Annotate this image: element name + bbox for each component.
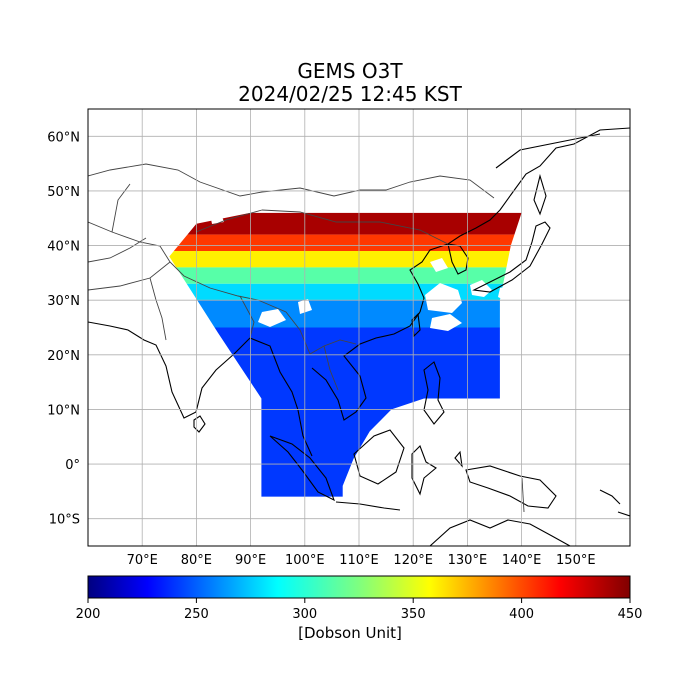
ozone-band-3 — [169, 267, 522, 284]
lat-tick-label: 50°N — [47, 185, 80, 200]
lon-tick-labels: 70°E 80°E 90°E 100°E 110°E 120°E 130°E 140°E 150… — [127, 553, 596, 568]
lon-tick-label: 90°E — [235, 553, 266, 568]
lat-tick-label: 10°N — [47, 403, 80, 418]
missing-data-gaps — [210, 211, 520, 331]
lon-tick-label: 140°E — [502, 553, 542, 568]
colorbar-tick-label: 200 — [76, 607, 101, 622]
map-title: GEMS O3T — [297, 59, 403, 83]
colorbar-tick-label: 350 — [401, 607, 426, 622]
map-frame — [87, 108, 631, 547]
colorbar-ticks: 200 250 300 350 400 450 — [76, 598, 643, 622]
coastlines — [88, 127, 630, 546]
ozone-band-0 — [169, 212, 522, 235]
lat-tick-label: 30°N — [47, 294, 80, 309]
map-timestamp: 2024/02/25 12:45 KST — [238, 82, 462, 106]
colorbar-tick-label: 400 — [509, 607, 534, 622]
lon-tick-label: 100°E — [285, 553, 325, 568]
colorbar-tick-label: 250 — [184, 607, 209, 622]
country-borders — [88, 163, 525, 513]
colorbar-label: [Dobson Unit] — [298, 624, 402, 642]
lat-tick-labels: 60°N 50°N 40°N 30°N 20°N 10°N 0° 10°S — [47, 130, 80, 527]
lon-tick-label: 150°E — [556, 553, 596, 568]
ozone-band-5 — [169, 300, 522, 328]
lat-tick-label: 10°S — [49, 513, 80, 528]
lon-tick-label: 70°E — [127, 553, 158, 568]
colorbar-tick-label: 450 — [618, 607, 643, 622]
lon-tick-label: 110°E — [339, 553, 379, 568]
ozone-band-1 — [169, 234, 522, 251]
colorbar-tick-label: 300 — [292, 607, 317, 622]
gridlines — [88, 109, 630, 546]
lat-tick-label: 0° — [65, 458, 80, 473]
lon-tick-label: 130°E — [448, 553, 488, 568]
colorbar — [87, 575, 631, 599]
lat-tick-label: 40°N — [47, 240, 80, 255]
lat-tick-label: 60°N — [47, 130, 80, 145]
lon-tick-label: 80°E — [181, 553, 212, 568]
lon-tick-label: 120°E — [393, 553, 433, 568]
lat-tick-label: 20°N — [47, 349, 80, 364]
